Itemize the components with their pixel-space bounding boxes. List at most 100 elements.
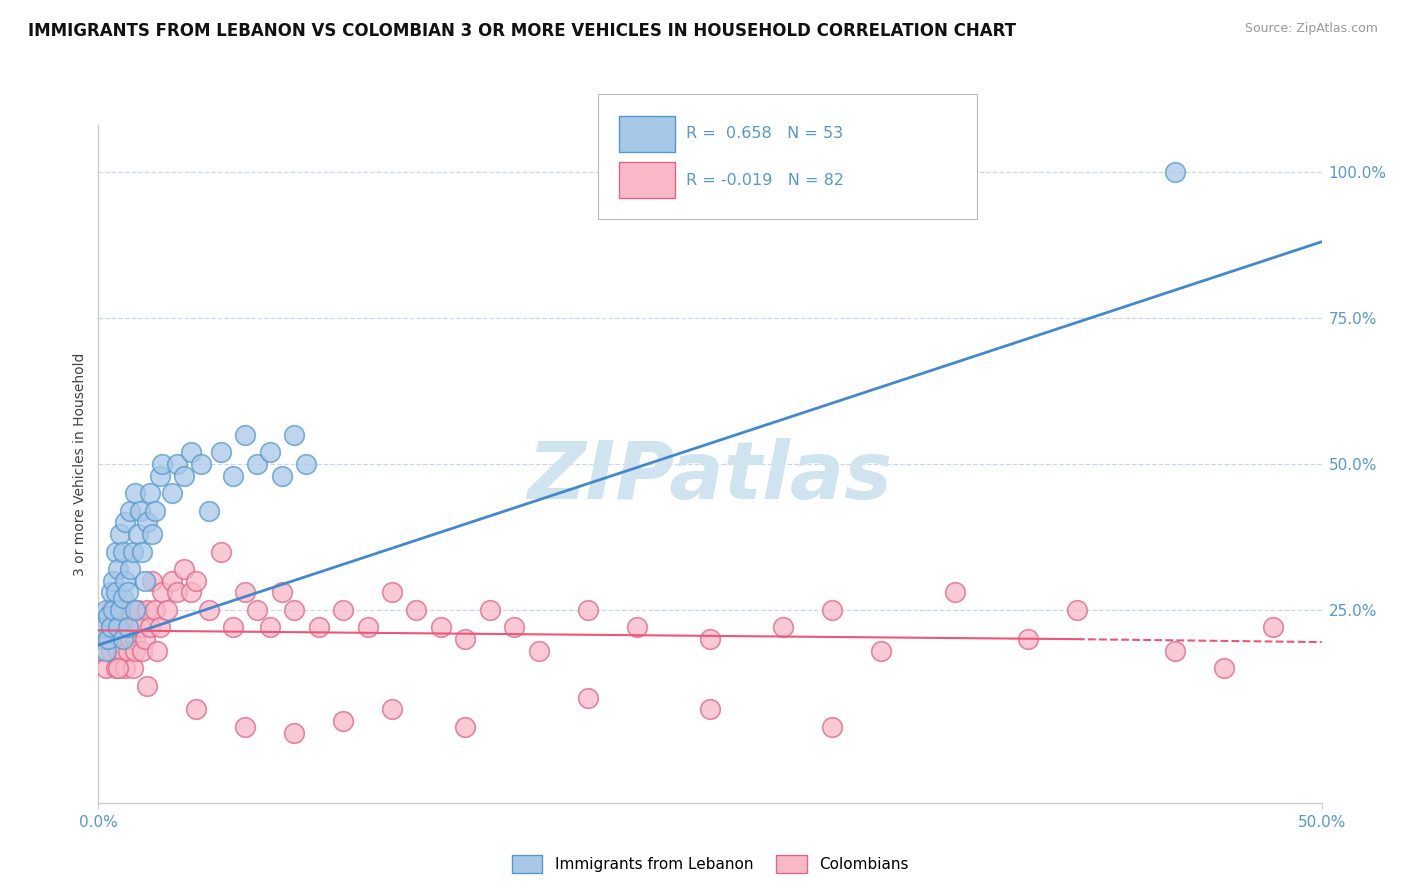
Text: IMMIGRANTS FROM LEBANON VS COLOMBIAN 3 OR MORE VEHICLES IN HOUSEHOLD CORRELATION: IMMIGRANTS FROM LEBANON VS COLOMBIAN 3 O… [28,22,1017,40]
Point [91,620,114,634]
Point [454,720,477,734]
Point [332,603,354,617]
Point [246,457,269,471]
Point [107,644,129,658]
Point [97,608,120,623]
Point [91,644,114,658]
Point [110,527,132,541]
Point [121,544,143,558]
Point [111,591,134,606]
Point [90,632,112,647]
Point [699,702,721,716]
Y-axis label: 3 or more Vehicles in Household: 3 or more Vehicles in Household [73,352,87,575]
Point [94,661,117,675]
Point [1212,661,1234,675]
Point [156,603,179,617]
Point [180,585,202,599]
Point [129,620,152,634]
Point [1164,164,1187,178]
Text: R = -0.019   N = 82: R = -0.019 N = 82 [686,173,844,187]
Point [101,574,124,588]
Point [222,620,245,634]
Point [117,585,139,599]
Point [90,632,112,647]
Point [308,620,330,634]
Point [180,445,202,459]
Point [149,620,172,634]
Point [141,527,163,541]
Point [233,585,256,599]
Point [101,620,124,634]
Point [117,620,139,634]
Point [104,661,127,675]
Point [100,603,122,617]
Point [117,644,139,658]
Point [772,620,794,634]
Point [870,644,893,658]
Point [527,644,550,658]
Point [127,527,149,541]
Point [283,603,305,617]
Point [100,620,122,634]
Point [139,620,162,634]
Point [233,720,256,734]
Point [141,574,163,588]
Point [114,516,136,530]
Point [117,620,139,634]
Point [94,603,117,617]
Point [146,644,169,658]
Point [576,690,599,705]
Point [270,585,294,599]
Point [197,503,219,517]
Point [124,632,146,647]
Point [222,468,245,483]
Point [120,503,142,517]
Point [143,503,166,517]
Point [190,457,212,471]
Point [233,427,256,442]
Point [131,544,153,558]
Point [295,457,318,471]
Point [149,468,172,483]
Text: R =  0.658   N = 53: R = 0.658 N = 53 [686,127,844,141]
Point [943,585,966,599]
Point [111,644,134,658]
Point [139,486,162,500]
Point [1017,632,1039,647]
Point [134,574,156,588]
Point [110,620,132,634]
Point [97,632,120,647]
Point [478,603,501,617]
Point [186,702,208,716]
Point [160,574,183,588]
Point [100,644,122,658]
Point [111,544,134,558]
Point [197,603,219,617]
Point [107,661,129,675]
Point [503,620,526,634]
Point [332,714,354,728]
Point [110,603,132,617]
Point [1164,644,1187,658]
Point [124,603,146,617]
Point [259,445,281,459]
Point [114,661,136,675]
Point [173,562,195,576]
Point [821,720,844,734]
Point [124,644,146,658]
Point [160,486,183,500]
Point [405,603,427,617]
Point [104,544,127,558]
Point [1261,620,1284,634]
Point [107,562,129,576]
Point [131,644,153,658]
Point [246,603,269,617]
Point [114,632,136,647]
Point [104,585,127,599]
Point [101,603,124,617]
Point [111,632,134,647]
Point [143,603,166,617]
Point [111,603,134,617]
Point [166,585,188,599]
Point [129,503,152,517]
